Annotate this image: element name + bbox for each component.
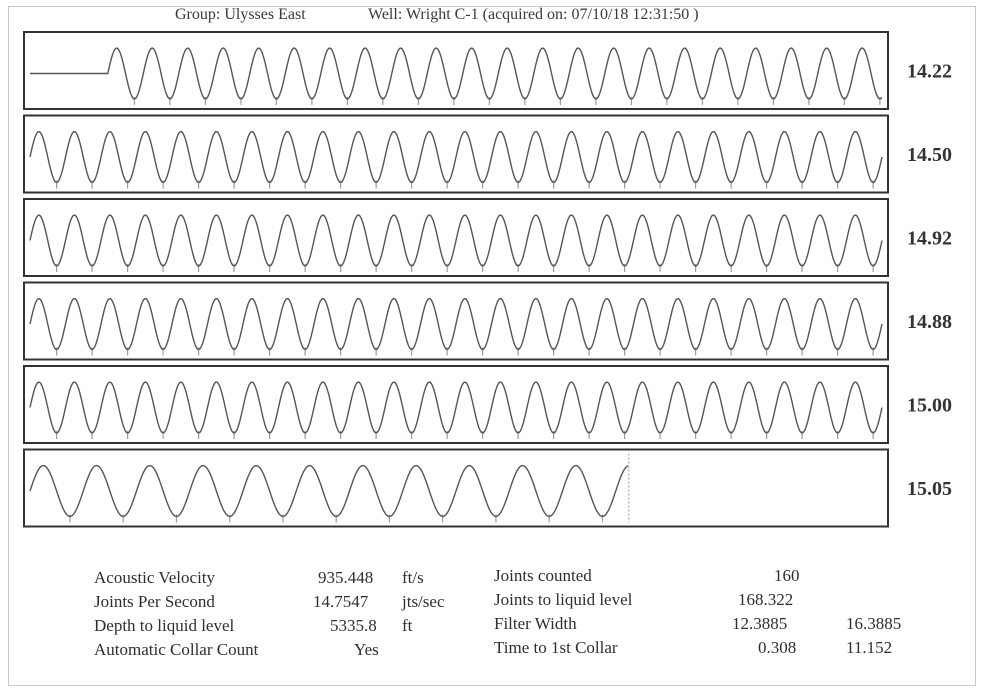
stat-value-auto-collar-count: Yes (354, 640, 379, 659)
acoustic-trace-chart: 14.22 14.50 14.92 14.88 15.00 15.05 (23, 31, 952, 528)
trace-strip: 14.92 (23, 198, 952, 277)
strip-box (23, 448, 889, 528)
stat-value-joints-counted: 160 (774, 566, 800, 585)
strip-rate-label: 14.22 (907, 61, 952, 83)
strip-rate-label: 14.88 (907, 311, 952, 333)
strip-box (23, 198, 889, 277)
trace-strip: 14.88 (23, 281, 952, 361)
trace-strip: 14.22 (23, 31, 952, 110)
strip-box (23, 281, 889, 361)
stat-label-joints-per-second: Joints Per Second (94, 592, 215, 611)
trace-line (29, 297, 883, 351)
report-frame (8, 6, 976, 686)
trace-strip: 15.00 (23, 365, 952, 444)
stat-label-time-to-first-collar: Time to 1st Collar (494, 638, 618, 657)
strip-rate-label: 14.50 (907, 144, 952, 166)
stat-label-joints-counted: Joints counted (494, 566, 592, 585)
stat-label-acoustic-velocity: Acoustic Velocity (94, 568, 216, 587)
stat-value-joints-to-liquid: 168.322 (738, 590, 794, 609)
strip-box (23, 365, 889, 444)
strip-box (23, 31, 889, 110)
stat-unit-acoustic-velocity: ft/s (402, 568, 424, 587)
well-label: Well: Wright C-1 (acquired on: 07/10/18 … (368, 6, 699, 23)
trace-strip: 14.50 (23, 114, 952, 194)
trace-line (29, 214, 883, 267)
stats-panel: Acoustic Velocity 935.448 ft/s Joints Pe… (0, 560, 983, 680)
group-label: Group: Ulysses East (175, 6, 306, 23)
strip-rate-label: 15.05 (907, 478, 952, 500)
strip-box (23, 114, 889, 194)
trace-line (29, 464, 629, 518)
stat-value-filter-width: 12.3885 (732, 614, 788, 633)
trace-line (30, 47, 883, 100)
stat-value2-filter-width: 16.3885 (846, 614, 902, 633)
stat-unit-joints-per-second: jts/sec (402, 592, 445, 611)
trace-line (29, 381, 883, 434)
stat-value-joints-per-second: 14.7547 (313, 592, 369, 611)
stat-unit-depth-to-liquid: ft (402, 616, 413, 635)
stat-value-acoustic-velocity: 935.448 (318, 568, 374, 587)
strip-rate-label: 15.00 (907, 395, 952, 417)
stat-value2-time-to-first-collar: 11.152 (846, 638, 893, 657)
trace-strip: 15.05 (23, 448, 952, 528)
stat-label-depth-to-liquid: Depth to liquid level (94, 616, 235, 635)
trace-line (29, 130, 883, 184)
stat-label-filter-width: Filter Width (494, 614, 577, 633)
stat-value-depth-to-liquid: 5335.8 (330, 616, 377, 635)
stat-label-joints-to-liquid: Joints to liquid level (494, 590, 633, 609)
strip-rate-label: 14.92 (907, 228, 952, 250)
stat-label-auto-collar-count: Automatic Collar Count (94, 640, 259, 659)
stat-value-time-to-first-collar: 0.308 (758, 638, 797, 657)
chart-header: Group: Ulysses East Well: Wright C-1 (ac… (0, 6, 983, 30)
